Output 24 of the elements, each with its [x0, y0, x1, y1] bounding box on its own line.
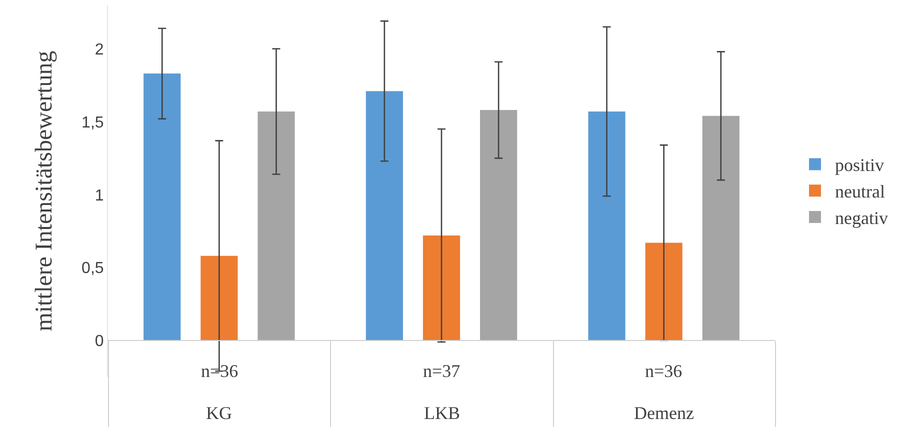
legend-label: neutral	[835, 182, 885, 202]
y-tick-label: 2	[94, 41, 104, 58]
bar	[702, 116, 740, 341]
x-tick-label: KG	[206, 403, 232, 423]
y-tick-label: 0	[94, 333, 104, 350]
x-tick-label: LKB	[424, 403, 460, 423]
legend-label: negativ	[835, 208, 888, 228]
y-axis-title: mittlere Intensitätsbewertung	[32, 50, 58, 332]
bar	[645, 242, 682, 341]
annotation: n=36	[645, 361, 682, 381]
legend-label: positiv	[835, 155, 884, 176]
bar	[258, 111, 295, 341]
x-tick-label: Demenz	[634, 403, 694, 423]
bar	[200, 256, 238, 341]
annotation: n=37	[423, 361, 460, 381]
bar	[144, 74, 181, 341]
bar	[588, 111, 626, 341]
y-tick-label: 0,5	[82, 260, 104, 278]
annotation: n=36	[201, 361, 238, 381]
bar	[366, 91, 403, 341]
y-tick-label: 1	[94, 187, 104, 204]
bar	[422, 235, 460, 341]
bar	[480, 110, 518, 341]
y-tick-label: 1,5	[82, 114, 104, 132]
